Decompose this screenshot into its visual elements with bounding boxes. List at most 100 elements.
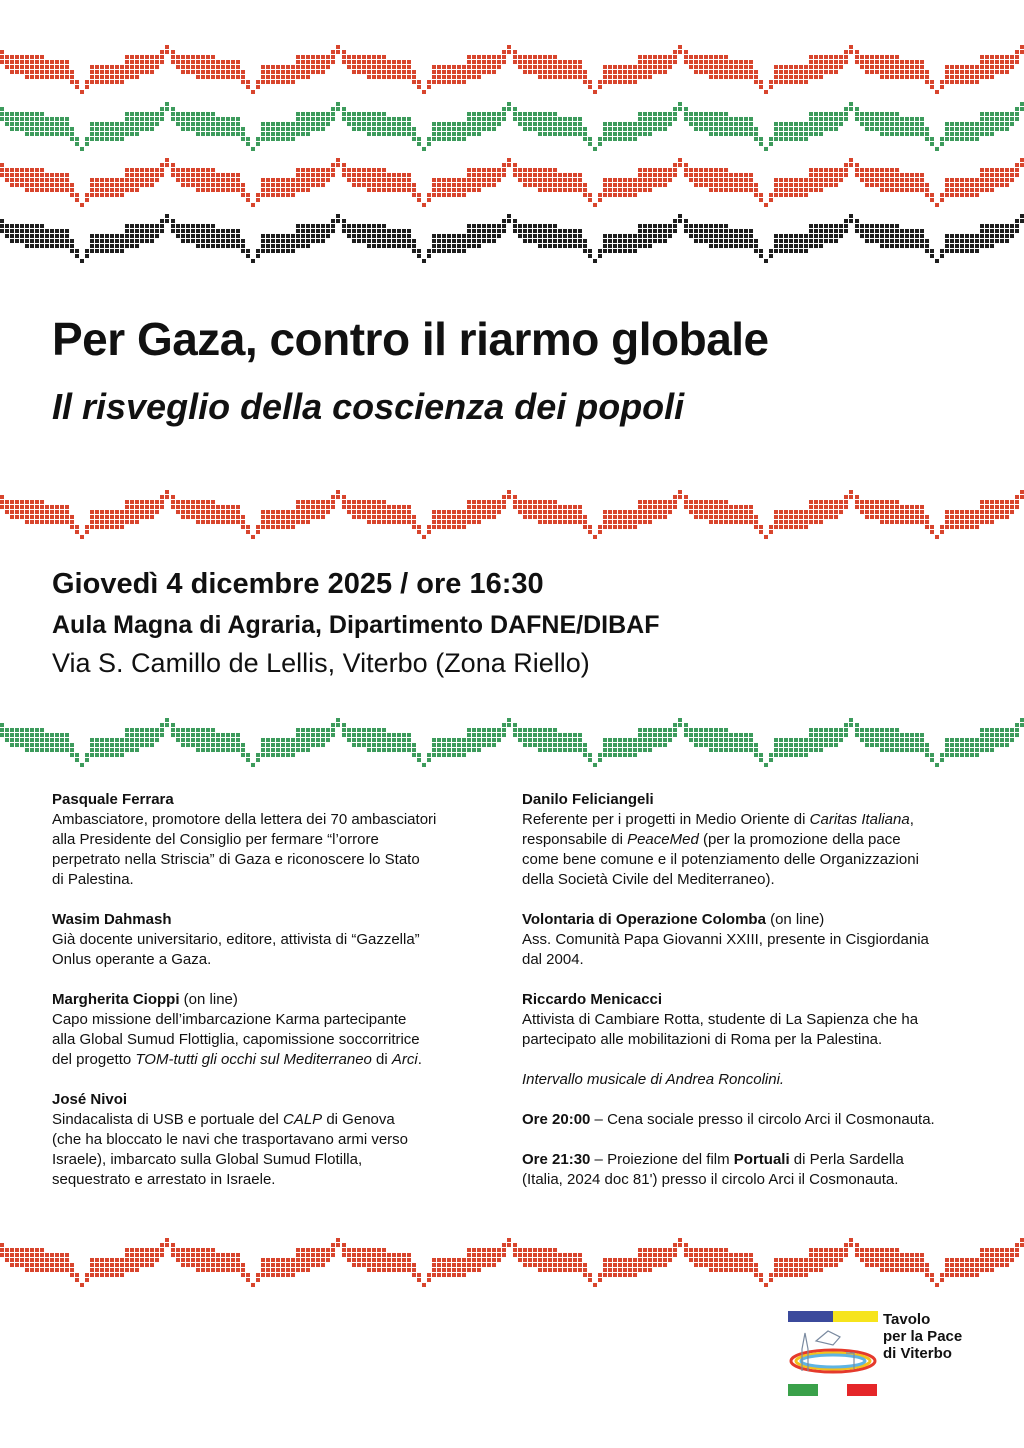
pattern-square — [140, 168, 144, 172]
pattern-square — [714, 515, 718, 519]
pattern-square — [1020, 158, 1024, 162]
pattern-square — [216, 234, 220, 238]
pattern-square — [382, 239, 386, 243]
pattern-square — [890, 178, 894, 182]
pattern-square — [291, 65, 295, 69]
pattern-square — [196, 188, 200, 192]
pattern-square — [367, 70, 371, 74]
pattern-square — [719, 173, 723, 177]
pattern-square — [633, 70, 637, 74]
pattern-square — [543, 188, 547, 192]
pattern-square — [291, 748, 295, 752]
pattern-square — [467, 60, 471, 64]
pattern-square — [714, 183, 718, 187]
pattern-square — [65, 733, 69, 737]
pattern-square — [578, 733, 582, 737]
pattern-square — [50, 1263, 54, 1267]
pattern-square — [85, 85, 89, 89]
pattern-square — [130, 748, 134, 752]
pattern-square — [834, 234, 838, 238]
pattern-square — [206, 70, 210, 74]
pattern-square — [387, 173, 391, 177]
pattern-square — [306, 510, 310, 514]
pattern-square — [709, 173, 713, 177]
pattern-square — [397, 60, 401, 64]
pattern-square — [382, 168, 386, 172]
pattern-square — [342, 728, 346, 732]
pattern-square — [347, 234, 351, 238]
pattern-square — [482, 733, 486, 737]
pattern-square — [452, 193, 456, 197]
pattern-square — [50, 1253, 54, 1257]
pattern-square — [90, 525, 94, 529]
pattern-square — [970, 748, 974, 752]
pattern-square — [306, 1258, 310, 1262]
pattern-square — [326, 173, 330, 177]
pattern-square — [367, 1248, 371, 1252]
pattern-square — [759, 193, 763, 197]
pattern-square — [965, 515, 969, 519]
pattern-square — [799, 65, 803, 69]
pattern-square — [543, 65, 547, 69]
pattern-square — [55, 178, 59, 182]
pattern-square — [492, 122, 496, 126]
pattern-square — [10, 728, 14, 732]
pattern-square — [513, 505, 517, 509]
pattern-square — [231, 510, 235, 514]
pattern-square — [955, 520, 959, 524]
pattern-square — [407, 117, 411, 121]
pattern-square — [905, 70, 909, 74]
pattern-square — [296, 520, 300, 524]
pattern-square — [960, 753, 964, 757]
pattern-square — [35, 239, 39, 243]
pattern-square — [316, 178, 320, 182]
pattern-square — [980, 65, 984, 69]
pattern-square — [176, 1258, 180, 1262]
pattern-square — [85, 254, 89, 258]
pattern-square — [155, 224, 159, 228]
pattern-square — [432, 239, 436, 243]
pattern-square — [75, 142, 79, 146]
pattern-square — [990, 60, 994, 64]
pattern-square — [362, 505, 366, 509]
pattern-square — [910, 505, 914, 509]
pattern-square — [588, 142, 592, 146]
pattern-square — [15, 127, 19, 131]
pattern-square — [402, 173, 406, 177]
pattern-square — [990, 55, 994, 59]
pattern-square — [900, 515, 904, 519]
pattern-square — [724, 733, 728, 737]
pattern-square — [452, 738, 456, 742]
pattern-square — [140, 224, 144, 228]
pattern-square — [342, 500, 346, 504]
pattern-square — [855, 229, 859, 233]
pattern-square — [15, 229, 19, 233]
pattern-square — [940, 254, 944, 258]
pattern-square — [980, 75, 984, 79]
pattern-square — [60, 70, 64, 74]
pattern-square — [739, 122, 743, 126]
pattern-square — [553, 728, 557, 732]
pattern-square — [236, 183, 240, 187]
pattern-square — [236, 505, 240, 509]
pattern-square — [699, 515, 703, 519]
pattern-square — [186, 234, 190, 238]
pattern-square — [75, 137, 79, 141]
entry-text: (on line) Capo missione dell’imbarcazion… — [52, 991, 420, 1068]
pattern-square — [286, 75, 290, 79]
pattern-square — [357, 127, 361, 131]
pattern-square — [885, 122, 889, 126]
pattern-square — [160, 723, 164, 727]
pattern-square — [266, 183, 270, 187]
pattern-square — [704, 743, 708, 747]
pattern-square — [492, 515, 496, 519]
pattern-square — [538, 748, 542, 752]
pattern-square — [472, 244, 476, 248]
pattern-square — [497, 224, 501, 228]
pattern-square — [160, 1248, 164, 1252]
pattern-square — [15, 122, 19, 126]
pattern-square — [15, 738, 19, 742]
pattern-square — [357, 117, 361, 121]
pattern-square — [115, 1258, 119, 1262]
pattern-square — [316, 70, 320, 74]
